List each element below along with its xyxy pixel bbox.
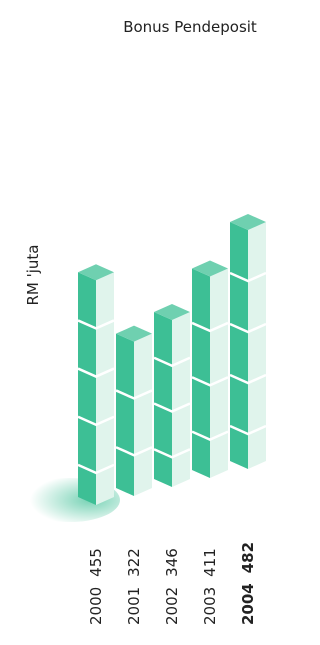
category-label: 2001: [125, 587, 143, 625]
bar: [78, 264, 114, 505]
x-tick-label: 2002 346: [163, 548, 181, 625]
chart: Bonus Pendeposit RM 'juta 2000 455 2001 322…: [0, 0, 283, 645]
value-label: 482: [239, 542, 257, 573]
bar-right-face: [134, 334, 152, 496]
bar: [230, 214, 266, 469]
x-tick-label: 2000 455: [87, 548, 105, 625]
category-label: 2000: [87, 587, 105, 625]
bar: [154, 304, 190, 487]
y-axis-label: RM 'juta: [24, 244, 42, 305]
value-label: 455: [87, 548, 105, 577]
value-label: 346: [163, 548, 181, 577]
bar: [192, 261, 228, 478]
bar-left-face: [192, 269, 210, 478]
x-tick-label: 2003 411: [201, 548, 219, 625]
bar-left-face: [154, 312, 172, 487]
bar-right-face: [172, 312, 190, 487]
bar-left-face: [116, 334, 134, 496]
value-label: 411: [201, 548, 219, 577]
category-label: 2002: [163, 587, 181, 625]
value-label: 322: [125, 548, 143, 577]
x-tick-label: 2001 322: [125, 548, 143, 625]
bar: [116, 326, 152, 496]
category-label: 2004: [239, 583, 257, 625]
category-label: 2003: [201, 587, 219, 625]
chart-title: Bonus Pendeposit: [123, 18, 257, 36]
x-tick-label: 2004 482: [239, 542, 257, 625]
bar-right-face: [210, 269, 228, 478]
